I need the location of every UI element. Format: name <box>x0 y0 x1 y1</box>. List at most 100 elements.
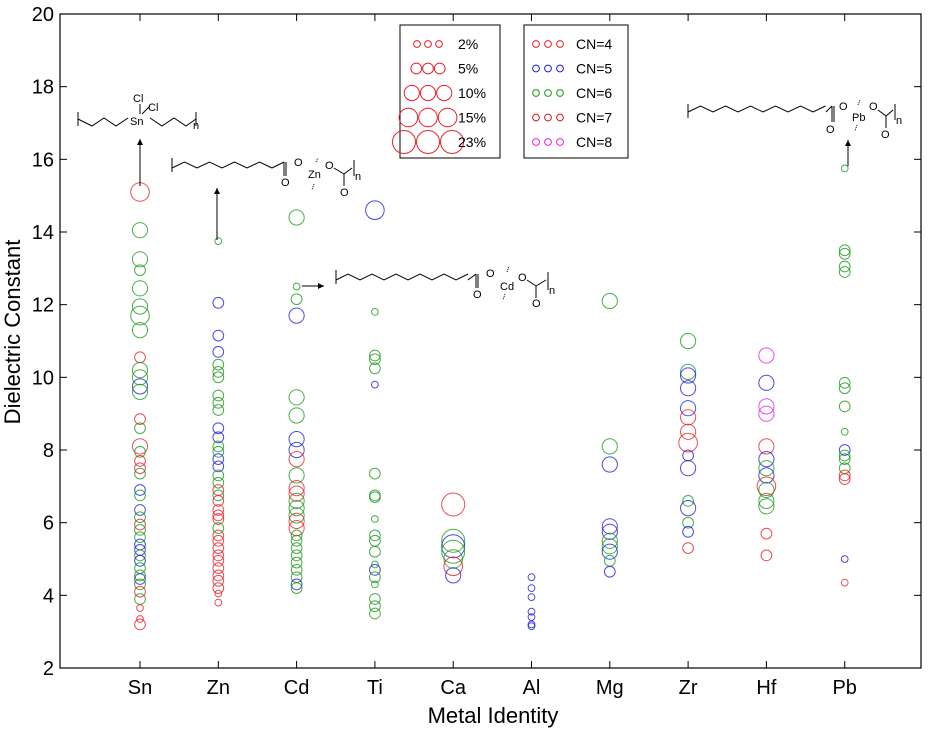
data-point <box>680 332 697 350</box>
data-point <box>288 307 305 324</box>
atom-label-o: O <box>486 268 495 280</box>
polymer-subscript: n <box>549 285 555 297</box>
data-point <box>680 460 697 477</box>
carbon-chain <box>171 161 273 169</box>
data-point <box>601 518 618 535</box>
data-point <box>758 451 775 468</box>
data-point <box>445 567 462 584</box>
data-point <box>369 571 381 584</box>
bond <box>825 105 833 113</box>
data-point <box>212 404 225 416</box>
data-point <box>134 413 146 425</box>
data-point <box>365 200 385 220</box>
atom-label-o: O <box>869 101 878 113</box>
color-legend-marker <box>532 113 540 122</box>
color-legend-marker <box>544 113 552 122</box>
data-point <box>131 369 149 386</box>
data-point <box>134 549 146 562</box>
bond <box>333 167 345 175</box>
arrow-head <box>137 139 143 145</box>
x-tick-label: Al <box>523 677 541 699</box>
data-point <box>212 522 225 534</box>
arrow-head <box>845 140 851 146</box>
data-point <box>288 209 305 226</box>
data-point <box>369 600 381 613</box>
size-legend-marker <box>422 62 434 75</box>
color-legend-marker <box>544 89 552 97</box>
data-point <box>758 405 775 422</box>
atom-label-o: O <box>473 289 482 301</box>
data-point <box>838 382 851 395</box>
data-point <box>288 492 305 509</box>
data-point <box>134 585 146 598</box>
data-point <box>838 400 851 413</box>
x-tick-label: Hf <box>756 677 776 699</box>
arrow-head <box>214 188 220 194</box>
data-point <box>212 542 225 554</box>
size-legend-label: 15% <box>458 110 486 126</box>
size-legend-marker <box>419 84 437 102</box>
data-point <box>371 560 379 569</box>
data-point <box>680 409 697 426</box>
atom-label-cl: Cl <box>133 93 143 105</box>
data-point <box>288 431 305 448</box>
color-legend-marker <box>556 89 564 97</box>
data-point <box>134 455 146 467</box>
data-point <box>680 363 697 380</box>
data-point <box>838 244 851 257</box>
bond <box>271 161 285 169</box>
data-point <box>134 531 146 544</box>
data-point <box>134 504 146 516</box>
color-legend-marker <box>532 64 540 73</box>
data-point <box>292 282 301 291</box>
x-tick-label: Cd <box>284 677 310 699</box>
data-point <box>288 512 305 529</box>
color-legend-label: CN=4 <box>576 36 612 52</box>
atom-label-sn: Sn <box>130 116 143 128</box>
bond <box>877 109 887 117</box>
atom-label-o: O <box>518 272 527 284</box>
color-legend-marker <box>556 138 564 146</box>
data-point <box>682 516 694 529</box>
data-point <box>134 462 146 475</box>
data-point <box>371 308 379 316</box>
data-point <box>680 423 697 440</box>
data-point <box>134 511 146 524</box>
data-point <box>758 498 775 515</box>
data-point <box>838 453 851 465</box>
color-legend-marker <box>544 138 552 146</box>
data-point <box>130 305 150 326</box>
data-point <box>601 438 618 455</box>
data-point <box>131 280 149 297</box>
plot-area <box>130 164 851 631</box>
data-point <box>212 431 225 444</box>
data-point <box>288 441 305 459</box>
data-point <box>134 593 146 605</box>
data-point <box>680 380 697 397</box>
data-point <box>840 164 849 173</box>
data-point <box>134 422 146 435</box>
data-point <box>441 539 466 564</box>
color-legend-label: CN=6 <box>576 85 612 101</box>
x-tick-label: Zn <box>207 677 230 699</box>
data-point <box>838 266 851 278</box>
polymer-subscript: n <box>355 171 361 183</box>
bond <box>141 105 151 115</box>
color-legend-label: CN=8 <box>576 134 612 150</box>
bond <box>343 167 353 175</box>
data-point <box>601 456 618 473</box>
data-point <box>288 480 305 497</box>
plot-frame <box>59 13 922 669</box>
x-tick-label: Zr <box>679 677 698 699</box>
data-point <box>288 407 305 424</box>
data-point <box>212 453 225 465</box>
size-legend-label: 5% <box>458 61 478 77</box>
data-point <box>131 298 149 315</box>
bond <box>526 279 537 287</box>
atom-label-cd: Cd <box>500 281 514 293</box>
data-point <box>838 469 851 482</box>
size-legend-marker <box>436 84 453 102</box>
data-point <box>369 362 381 375</box>
data-point <box>441 528 466 553</box>
